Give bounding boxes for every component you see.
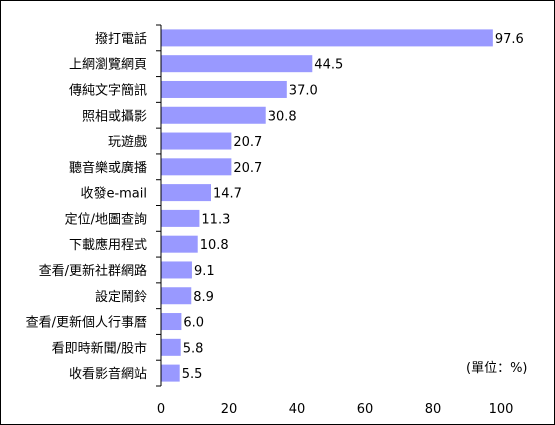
category-label: 玩遊戲 <box>108 135 147 150</box>
bar <box>161 29 493 47</box>
unit-label: (單位：%) <box>466 361 528 376</box>
category-label: 看即時新聞/股市 <box>52 340 147 356</box>
bar <box>161 261 192 279</box>
value-label: 5.5 <box>182 367 203 382</box>
value-label: 37.0 <box>289 83 318 98</box>
bar <box>161 364 180 382</box>
value-label: 14.7 <box>213 187 242 202</box>
category-label: 下載應用程式 <box>69 237 147 253</box>
value-label: 20.7 <box>233 161 262 176</box>
bar <box>161 132 232 150</box>
bar <box>161 235 198 253</box>
bar <box>161 338 181 356</box>
x-tick-label: 40 <box>289 402 306 417</box>
bar <box>161 313 182 331</box>
value-label: 11.3 <box>201 212 230 227</box>
bar <box>161 184 211 202</box>
category-label: 上網瀏覽網頁 <box>69 58 147 73</box>
bar <box>161 80 287 98</box>
bar <box>161 106 266 124</box>
x-tick-label: 20 <box>221 402 238 417</box>
value-label: 9.1 <box>194 264 215 279</box>
category-label: 撥打電話 <box>95 31 147 47</box>
x-tick-label: 100 <box>489 402 514 417</box>
category-label: 收看影音網站 <box>69 366 147 382</box>
x-tick-label: 60 <box>357 402 374 417</box>
x-tick-label: 80 <box>425 402 442 417</box>
category-label: 傳純文字簡訊 <box>69 83 147 98</box>
bar <box>161 158 232 176</box>
category-label: 定位/地圖查詢 <box>65 211 147 227</box>
bar <box>161 287 192 305</box>
category-label: 照相或攝影 <box>82 108 147 124</box>
category-label: 聽音樂或廣播 <box>69 160 147 176</box>
x-tick-label: 0 <box>157 402 165 417</box>
category-label: 查看/更新社群網路 <box>39 263 147 279</box>
value-label: 5.8 <box>183 341 204 356</box>
value-label: 30.8 <box>268 109 297 124</box>
value-label: 6.0 <box>183 316 204 331</box>
bar <box>161 209 200 227</box>
value-label: 97.6 <box>495 32 524 47</box>
category-label: 收發e-mail <box>80 187 147 202</box>
bar <box>161 55 313 73</box>
value-label: 8.9 <box>193 290 214 305</box>
value-label: 20.7 <box>233 135 262 150</box>
category-label: 設定鬧鈴 <box>95 289 147 305</box>
value-label: 10.8 <box>200 238 229 253</box>
value-label: 44.5 <box>314 58 343 73</box>
category-label: 查看/更新個人行事曆 <box>26 315 147 331</box>
